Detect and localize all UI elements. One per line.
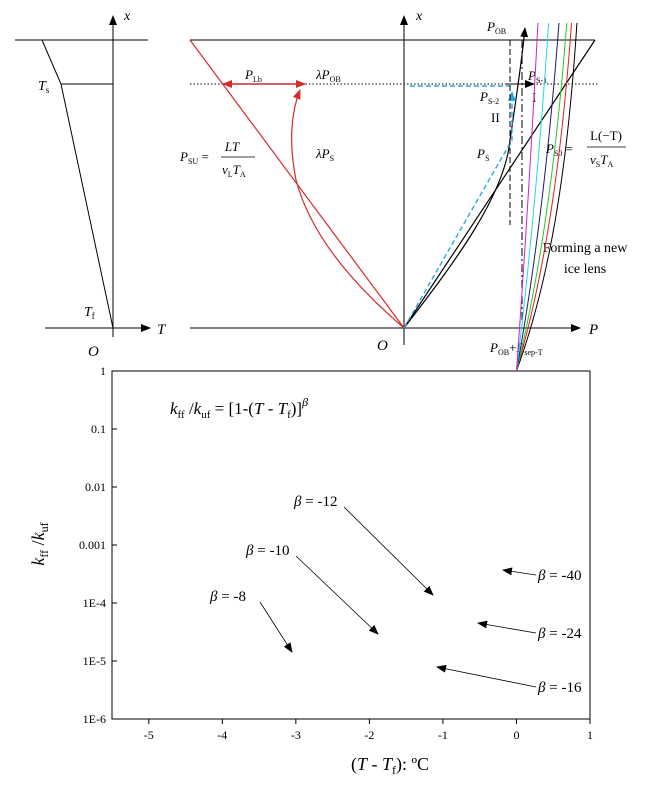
p-s0-black-line [403,39,596,329]
series-label-beta-12: β = -12 [293,494,337,510]
series-label-arrow [343,506,434,596]
lambda-p-ob-label: λPOB [315,67,341,84]
svg-text:LT: LT [224,139,240,154]
series-layer [515,22,578,372]
y-tick-label: 0.01 [85,480,106,494]
lambda-p-s-label: λPS [315,146,334,163]
new-lens-label-line2: ice lens [564,262,606,277]
x-tick-label: -4 [217,728,227,742]
pressure-diagram-panel: x P O POB PLb λPOB PS-1 PS-2 I II PS λPS… [179,9,628,357]
y-axis-label: kff /kuf [28,522,51,565]
region-2-label: II [491,110,500,125]
x-tick-label: -2 [364,728,374,742]
x-axis-label: (T - Tf): ºC [351,754,429,777]
series-line-beta-12 [515,22,568,372]
svg-text:PS0 =: PS0 = [545,141,573,158]
p-s-label: PS [476,146,489,163]
svg-text:PSU =: PSU = [179,149,209,166]
series-label-beta-10: β = -10 [245,543,289,559]
p-lb-label: PLb [244,67,262,84]
p-s1-label: PS-1 [527,68,547,85]
series-line-beta-24 [515,22,550,372]
y-tick-label: 0.001 [79,538,106,552]
series-line-beta-16 [515,22,560,372]
series-label-beta-16: β = -16 [537,680,582,696]
right-p-axis-label: P [588,322,598,338]
right-x-axis-label: x [415,9,423,24]
x-tick-label: -1 [438,728,448,742]
p-ob-top-label: POB [486,19,506,36]
left-t-axis-label: T [157,322,167,338]
series-label-beta-40: β = -40 [537,568,581,584]
p-s2-label: PS-2 [479,89,499,106]
tf-label: Tf [84,305,95,321]
p-s0-equation: PS0 = L(−T) vSTA [545,128,626,169]
svg-text:vSTA: vSTA [590,152,613,169]
p-bottom-label: POB+Psep-T [489,340,543,357]
y-tick-label: 1E-5 [83,654,106,668]
svg-text:vLTA: vLTA [222,162,246,179]
x-tick-label: -3 [291,728,301,742]
series-label-arrow [502,567,537,576]
cyan-dashed-path [403,91,516,329]
permeability-chart: -5 -4 -3 -2 -1 0 1 1E-6 1E-5 1E-4 0.001 0.01 0.1 1 β… [28,22,593,777]
left-x-axis-label: x [123,9,131,24]
temperature-profile-panel: x T O Ts Tf [15,9,167,360]
y-tick-label: 1E-4 [83,596,106,610]
chart-formula: kff /kuf = [1-(T - Tf)]β [170,395,308,421]
right-origin-label: O [377,338,388,354]
series-label-arrow [295,555,379,635]
x-tick-label: 0 [513,728,519,742]
series-line-beta-10 [515,22,573,372]
x-ticks: -5 -4 -3 -2 -1 0 1 [144,719,593,742]
p-su-equation: PSU = LT vLTA [179,139,255,179]
p-s-curve [403,27,529,329]
series-label-beta-8: β = -8 [209,589,246,605]
ts-label: Ts [38,79,50,95]
y-tick-label: 1 [100,364,106,378]
left-origin-label: O [88,344,99,360]
series-label-arrow [436,664,537,688]
y-ticks: 1E-6 1E-5 1E-4 0.001 0.01 0.1 1 [79,364,117,726]
plot-frame [111,370,591,720]
series-label-arrow [477,620,537,634]
x-tick-label: -5 [144,728,154,742]
series-label-beta-24: β = -24 [537,626,582,642]
y-tick-label: 1E-6 [83,712,106,726]
series-line-beta-8 [515,22,578,372]
svg-text:L(−T): L(−T) [590,128,622,143]
new-lens-label-line1: Forming a new [543,241,629,256]
y-tick-label: 0.1 [91,422,106,436]
series-label-arrow [259,601,293,653]
temperature-profile-line [41,39,114,329]
series-line-beta-40 [515,22,539,372]
x-tick-label: 1 [587,728,593,742]
series-labels: β = -8 β = -10 β = -12 β = -16 β = -24 β = -4… [209,494,582,696]
lambda-p-s-red-curve [291,89,405,329]
